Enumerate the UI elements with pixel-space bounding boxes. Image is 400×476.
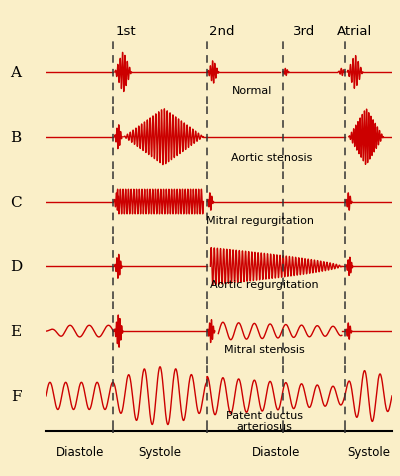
Text: Normal: Normal: [232, 86, 272, 96]
Text: Diastole: Diastole: [56, 445, 104, 458]
Text: Mitral stenosis: Mitral stenosis: [224, 345, 304, 355]
Text: C: C: [10, 195, 22, 209]
Text: Mitral regurgitation: Mitral regurgitation: [206, 215, 314, 225]
Text: Aortic regurgitation: Aortic regurgitation: [210, 280, 318, 290]
Text: Aortic stenosis: Aortic stenosis: [231, 153, 313, 163]
Text: B: B: [10, 130, 22, 144]
Text: D: D: [10, 260, 22, 274]
Text: F: F: [11, 389, 21, 403]
Text: Patent ductus
arteriosus: Patent ductus arteriosus: [226, 410, 302, 431]
Text: E: E: [10, 325, 22, 338]
Text: 2nd: 2nd: [209, 25, 234, 38]
Text: 3rd: 3rd: [293, 25, 315, 38]
Text: A: A: [10, 66, 22, 80]
Text: Systole: Systole: [347, 445, 390, 458]
Text: Diastole: Diastole: [252, 445, 300, 458]
Text: 1st: 1st: [116, 25, 136, 38]
Text: Systole: Systole: [139, 445, 182, 458]
Text: Atrial: Atrial: [337, 25, 372, 38]
